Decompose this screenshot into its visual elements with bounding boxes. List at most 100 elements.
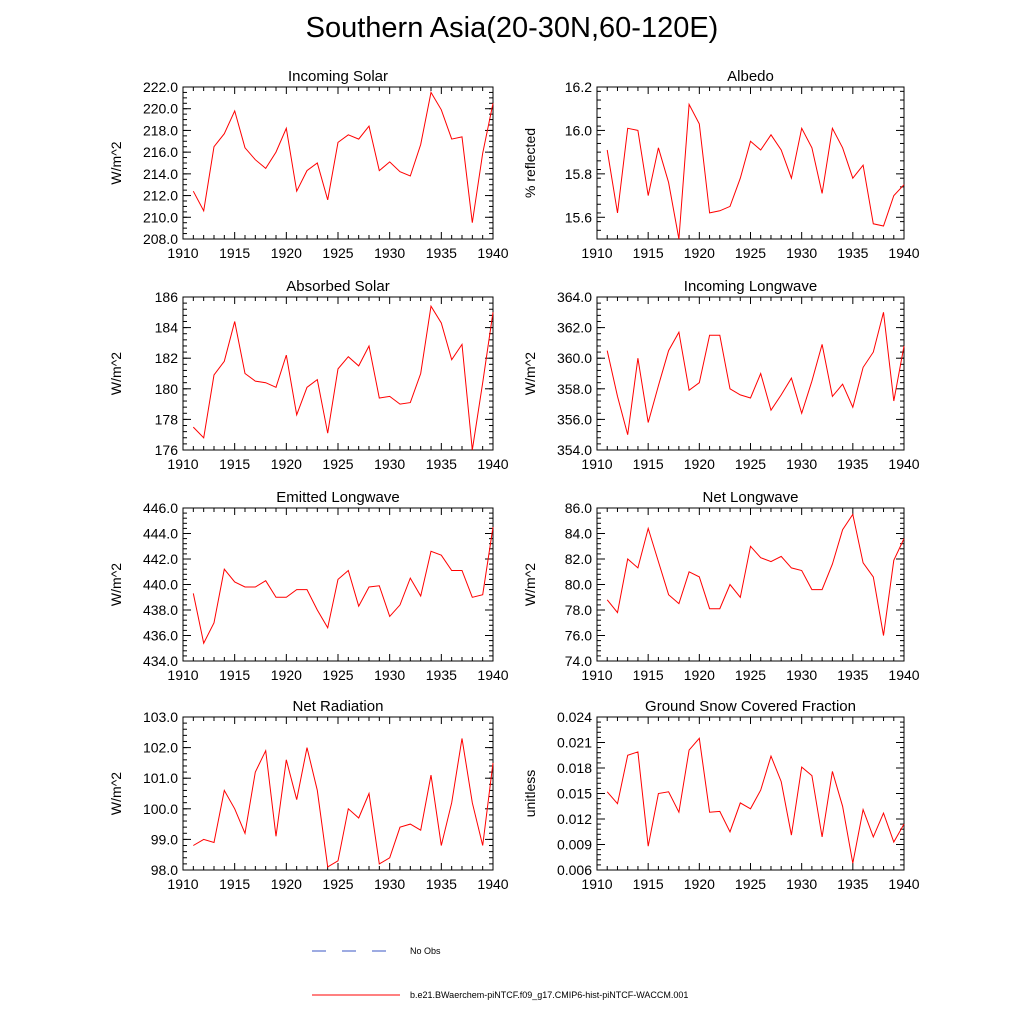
series-line — [192, 91, 494, 223]
y-tick-label: 0.009 — [557, 837, 592, 853]
plot-frame — [596, 296, 905, 451]
y-tick-label: 446.0 — [143, 500, 178, 516]
panel-albedo: Albedo % reflected 1910 1915 1920 1925 1930 193… — [522, 68, 920, 261]
y-tick-label: 442.0 — [143, 551, 178, 567]
y-axis-label: unitless — [522, 770, 538, 817]
x-tick-label: 1920 — [271, 245, 302, 261]
y-tick-label: 98.0 — [151, 862, 178, 878]
x-tick-label: 1930 — [786, 667, 817, 683]
x-tick-label: 1915 — [219, 667, 250, 683]
y-tick-label: 362.0 — [557, 320, 592, 336]
plot-frame — [182, 716, 494, 871]
plot-frame — [182, 296, 494, 451]
x-tick-label: 1925 — [322, 667, 353, 683]
panel-title: Emitted Longwave — [276, 489, 399, 506]
series-line — [606, 513, 905, 636]
series-line — [606, 102, 905, 240]
x-tick-label: 1920 — [684, 667, 715, 683]
y-tick-label: 210.0 — [143, 209, 178, 225]
panel-title: Ground Snow Covered Fraction — [645, 698, 856, 715]
x-tick-label: 1925 — [322, 456, 353, 472]
y-tick-label: 178 — [155, 411, 179, 427]
legend-label-model: b.e21.BWaerchem-piNTCF.f09_g17.CMIP6-his… — [410, 990, 688, 1000]
y-tick-label: 74.0 — [565, 653, 592, 669]
x-tick-label: 1915 — [633, 667, 664, 683]
x-tick-label: 1910 — [581, 245, 612, 261]
y-tick-label: 0.018 — [557, 760, 592, 776]
y-tick-label: 15.8 — [565, 166, 592, 182]
x-tick-label: 1910 — [581, 667, 612, 683]
y-tick-label: 440.0 — [143, 577, 178, 593]
x-tick-label: 1940 — [477, 456, 508, 472]
y-tick-label: 444.0 — [143, 526, 178, 542]
y-tick-label: 82.0 — [565, 551, 592, 567]
y-tick-label: 0.015 — [557, 786, 592, 802]
y-tick-label: 218.0 — [143, 122, 178, 138]
y-tick-label: 356.0 — [557, 411, 592, 427]
y-tick-label: 16.2 — [565, 79, 592, 95]
x-tick-label: 1935 — [426, 876, 457, 892]
series-line — [192, 527, 494, 645]
x-tick-label: 1935 — [837, 456, 868, 472]
y-tick-label: 0.012 — [557, 811, 592, 827]
x-tick-label: 1920 — [684, 245, 715, 261]
y-tick-label: 358.0 — [557, 381, 592, 397]
page-title: Southern Asia(20-30N,60-120E) — [305, 12, 719, 44]
series-line — [192, 304, 494, 451]
panel-incoming-longwave: Incoming Longwave W/m^2 1910 1915 1920 1925 19… — [522, 278, 920, 472]
panel-title: Albedo — [727, 68, 774, 85]
y-tick-label: 99.0 — [151, 831, 178, 847]
x-tick-label: 1930 — [786, 876, 817, 892]
y-axis-label: W/m^2 — [522, 352, 538, 395]
x-tick-label: 1935 — [837, 245, 868, 261]
x-tick-label: 1935 — [426, 667, 457, 683]
panel-title: Incoming Longwave — [684, 278, 817, 295]
plot-frame — [596, 716, 905, 871]
y-tick-label: 78.0 — [565, 602, 592, 618]
y-tick-label: 216.0 — [143, 144, 178, 160]
y-tick-label: 86.0 — [565, 500, 592, 516]
x-tick-label: 1940 — [888, 876, 919, 892]
y-tick-label: 208.0 — [143, 231, 178, 247]
y-tick-label: 212.0 — [143, 188, 178, 204]
x-tick-label: 1920 — [684, 456, 715, 472]
x-tick-label: 1915 — [633, 245, 664, 261]
y-tick-label: 364.0 — [557, 289, 592, 305]
panel-title: Net Longwave — [703, 489, 799, 506]
y-tick-label: 100.0 — [143, 801, 178, 817]
x-tick-label: 1940 — [477, 876, 508, 892]
y-axis-label: % reflected — [522, 128, 538, 198]
y-axis-label: W/m^2 — [108, 772, 124, 815]
x-tick-label: 1935 — [426, 456, 457, 472]
y-tick-label: 184 — [155, 320, 179, 336]
x-tick-label: 1915 — [219, 456, 250, 472]
x-tick-label: 1930 — [786, 456, 817, 472]
x-tick-label: 1930 — [374, 456, 405, 472]
y-axis-label: W/m^2 — [108, 563, 124, 606]
x-tick-label: 1925 — [735, 876, 766, 892]
panel-incoming-solar: Incoming Solar W/m^2 1910 1915 1920 1925 1930 1… — [108, 68, 509, 261]
series-line — [606, 312, 905, 435]
x-tick-label: 1910 — [581, 876, 612, 892]
x-tick-label: 1920 — [271, 876, 302, 892]
x-tick-label: 1915 — [219, 876, 250, 892]
plot-frame — [182, 86, 494, 240]
x-tick-label: 1925 — [735, 456, 766, 472]
panel-net-longwave: Net Longwave W/m^2 1910 1915 1920 1925 1930 193… — [522, 489, 920, 683]
x-tick-label: 1935 — [837, 876, 868, 892]
plot-frame — [182, 507, 494, 662]
series-line — [193, 738, 494, 868]
x-tick-label: 1910 — [167, 245, 198, 261]
x-tick-label: 1920 — [271, 667, 302, 683]
y-tick-label: 0.021 — [557, 735, 592, 751]
panel-absorbed-solar: Absorbed Solar W/m^2 1910 1915 1920 1925 1930 1… — [108, 278, 509, 472]
x-tick-label: 1930 — [374, 876, 405, 892]
panel-emitted-longwave: Emitted Longwave W/m^2 1910 1915 1920 1925 193… — [108, 489, 509, 683]
x-tick-label: 1910 — [167, 456, 198, 472]
y-tick-label: 80.0 — [565, 577, 592, 593]
x-tick-label: 1925 — [735, 667, 766, 683]
y-tick-label: 438.0 — [143, 602, 178, 618]
y-tick-label: 180 — [155, 381, 179, 397]
panel-title: Incoming Solar — [288, 68, 388, 85]
